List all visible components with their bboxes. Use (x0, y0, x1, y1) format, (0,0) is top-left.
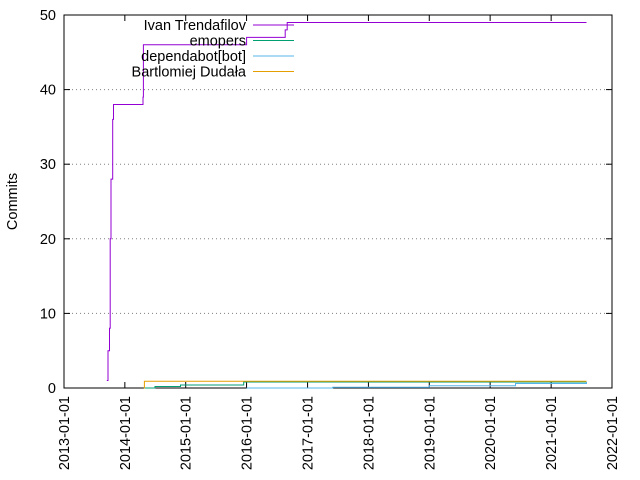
legend-label: Bartlomiej Dudała (132, 65, 247, 81)
y-tick-label: 10 (40, 306, 56, 322)
legend-label: Ivan Trendafilov (144, 18, 247, 34)
series-line-emopers (143, 381, 587, 389)
y-tick-label: 20 (40, 232, 56, 248)
series-line-dependabot-bot (246, 382, 587, 389)
x-tick-label: 2022-01-01 (605, 396, 621, 470)
plot-frame (63, 14, 613, 389)
series-line-ivan-trendafilov (106, 22, 587, 381)
x-tick-label: 2014-01-01 (118, 396, 134, 470)
y-axis-label: Commits (5, 173, 21, 230)
y-tick-label: 50 (40, 8, 56, 24)
y-tick-label: 40 (40, 83, 56, 99)
series-line-bartlomiej-duda-a (143, 380, 587, 389)
x-tick-label: 2018-01-01 (361, 396, 377, 470)
x-tick-label: 2020-01-01 (483, 396, 499, 470)
x-tick-label: 2016-01-01 (240, 396, 256, 470)
x-tick-label: 2019-01-01 (422, 396, 438, 470)
legend: Ivan Trendafilovemopersdependabot[bot]Ba… (132, 18, 294, 81)
axis-ticks: 0 10 20 30 40 50 2013-01-01 2014-01-01 2015-01-0… (40, 8, 621, 470)
x-tick-label: 2021-01-01 (544, 396, 560, 470)
x-tick-label: 2015-01-01 (179, 396, 195, 470)
legend-label: emopers (190, 34, 246, 50)
series-lines (106, 22, 587, 389)
x-tick-label: 2017-01-01 (301, 396, 317, 470)
legend-label: dependabot[bot] (141, 49, 246, 65)
y-tick-label: 0 (48, 381, 56, 397)
grid (64, 89, 612, 314)
x-tick-label: 2013-01-01 (57, 396, 73, 470)
y-tick-label: 30 (40, 157, 56, 173)
